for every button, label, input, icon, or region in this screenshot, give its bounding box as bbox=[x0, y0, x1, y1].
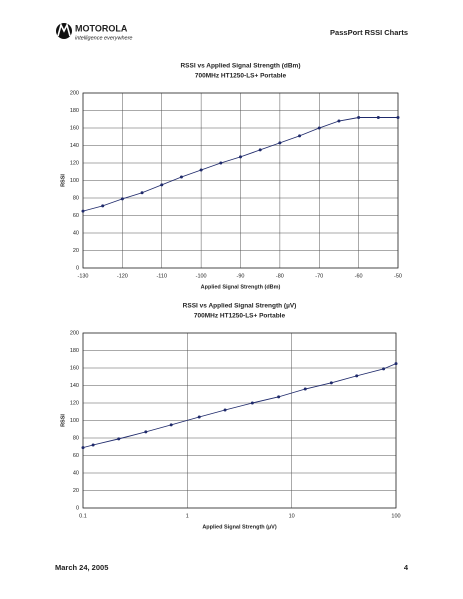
x-tick-label: -110 bbox=[156, 273, 167, 279]
y-tick-label: 80 bbox=[73, 195, 79, 201]
data-point bbox=[394, 362, 398, 366]
x-tick-label: -80 bbox=[276, 273, 284, 279]
x-tick-label: 10 bbox=[289, 513, 295, 519]
data-point bbox=[91, 443, 95, 447]
data-point bbox=[329, 381, 333, 385]
y-tick-label: 140 bbox=[70, 143, 79, 149]
x-tick-label: 0.1 bbox=[79, 513, 87, 519]
data-point bbox=[81, 446, 85, 450]
x-tick-label: 1 bbox=[186, 513, 189, 519]
y-tick-label: 100 bbox=[70, 418, 79, 424]
data-point bbox=[160, 183, 164, 187]
data-point bbox=[298, 134, 302, 138]
plot-frame bbox=[82, 332, 397, 509]
data-point bbox=[376, 116, 380, 119]
y-tick-label: 80 bbox=[73, 435, 79, 441]
data-point bbox=[382, 367, 386, 371]
data-point bbox=[357, 116, 361, 119]
data-point bbox=[278, 141, 282, 145]
y-tick-label: 60 bbox=[73, 453, 79, 459]
data-point bbox=[219, 161, 223, 165]
x-tick-label: 100 bbox=[391, 513, 400, 519]
y-tick-label: 180 bbox=[70, 348, 79, 354]
brand: MOTOROLA bbox=[75, 23, 128, 33]
page-title: PassPort RSSI Charts bbox=[330, 28, 408, 37]
y-tick-label: 200 bbox=[70, 90, 79, 96]
data-point bbox=[303, 387, 307, 391]
y-tick-label: 120 bbox=[70, 400, 79, 406]
y-tick-label: 120 bbox=[70, 160, 79, 166]
y-tick-label: 60 bbox=[73, 213, 79, 219]
data-point bbox=[239, 155, 242, 159]
chart-subtitle: 700MHz HT1250-LS+ Portable bbox=[194, 313, 286, 320]
plot-frame bbox=[82, 92, 399, 269]
data-point bbox=[199, 168, 203, 172]
data-point bbox=[117, 437, 121, 441]
x-tick-label: -70 bbox=[315, 273, 323, 279]
data-point bbox=[223, 408, 227, 412]
y-tick-label: 160 bbox=[70, 125, 79, 131]
y-tick-label: 40 bbox=[73, 230, 79, 236]
data-point bbox=[140, 191, 144, 195]
x-tick-label: -100 bbox=[196, 273, 207, 279]
y-tick-label: 0 bbox=[76, 265, 79, 271]
chart-title: RSSI vs Applied Signal Strength (dBm) bbox=[180, 63, 300, 70]
data-point bbox=[120, 197, 124, 201]
y-tick-label: 100 bbox=[70, 178, 79, 184]
date: March 24, 2005 bbox=[55, 563, 108, 572]
y-tick-label: 180 bbox=[70, 108, 79, 114]
x-tick-label: -130 bbox=[77, 273, 88, 279]
y-tick-label: 140 bbox=[70, 383, 79, 389]
data-point bbox=[277, 395, 281, 399]
x-tick-label: -90 bbox=[237, 273, 245, 279]
y-tick-label: 160 bbox=[70, 365, 79, 371]
x-tick-label: -50 bbox=[394, 273, 402, 279]
data-point bbox=[81, 209, 85, 213]
y-axis-label: RSSI bbox=[60, 174, 66, 187]
x-tick-label: -120 bbox=[117, 273, 128, 279]
x-axis-label: Applied Signal Strength (dBm) bbox=[201, 284, 281, 290]
data-point bbox=[197, 415, 201, 419]
chart-title: RSSI vs Applied Signal Strength (µV) bbox=[183, 303, 297, 310]
data-point bbox=[258, 148, 262, 152]
data-point bbox=[396, 116, 400, 119]
data-point bbox=[250, 401, 254, 405]
data-point bbox=[337, 119, 341, 123]
series-line bbox=[82, 363, 397, 449]
data-point bbox=[355, 374, 359, 378]
logo bbox=[56, 22, 72, 39]
data-point bbox=[317, 126, 321, 130]
page-number: 4 bbox=[404, 563, 409, 572]
y-tick-label: 20 bbox=[73, 488, 79, 494]
data-point bbox=[169, 423, 173, 427]
chart-subtitle: 700MHz HT1250-LS+ Portable bbox=[195, 73, 287, 80]
tagline: intelligence everywhere bbox=[75, 35, 132, 41]
x-axis-label: Applied Signal Strength (µV) bbox=[202, 524, 277, 530]
y-tick-label: 200 bbox=[70, 330, 79, 336]
y-tick-label: 40 bbox=[73, 470, 79, 476]
data-point bbox=[101, 204, 105, 208]
y-tick-label: 20 bbox=[73, 248, 79, 254]
y-tick-label: 0 bbox=[76, 505, 79, 511]
y-axis-label: RSSI bbox=[60, 414, 66, 427]
data-point bbox=[144, 430, 148, 434]
data-point bbox=[179, 175, 183, 179]
x-tick-label: -60 bbox=[355, 273, 363, 279]
